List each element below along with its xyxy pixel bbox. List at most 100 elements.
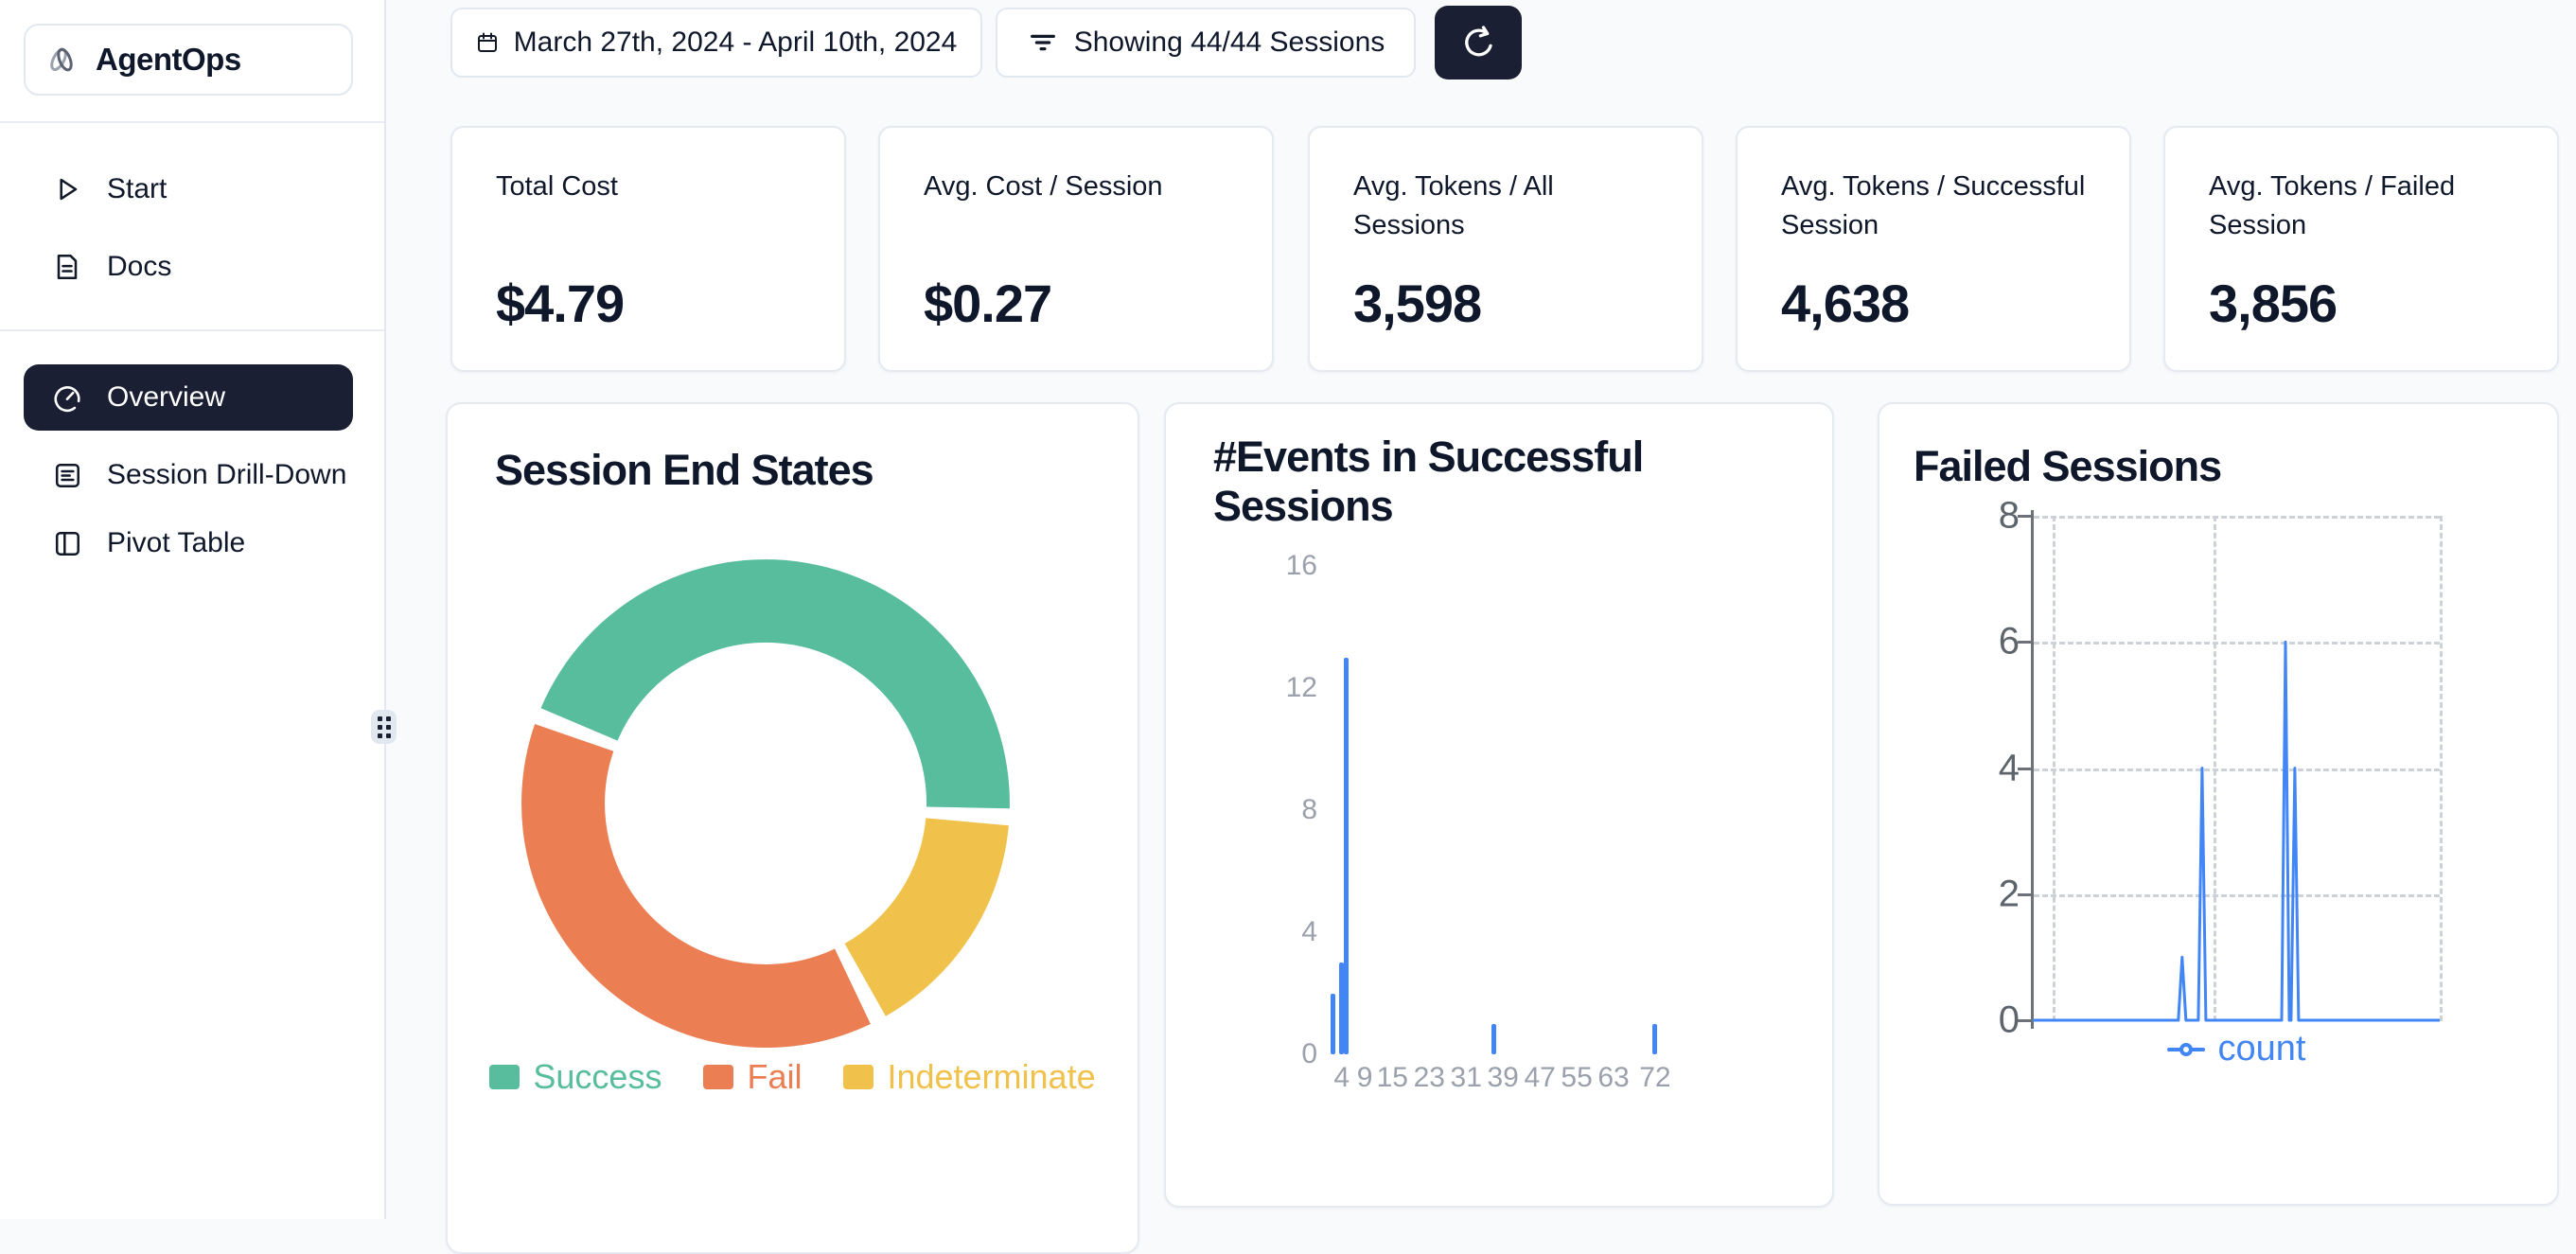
count-series-line bbox=[2033, 640, 2440, 1022]
x-tick-label: 47 bbox=[1524, 1062, 1556, 1093]
sidebar-item-label: Session Drill-Down bbox=[107, 459, 347, 490]
y-tick-mark bbox=[2018, 892, 2034, 896]
events-bar-chart: 0 4 8 12 16 4 9 15 23 31 39 47 55 63 72 bbox=[1166, 404, 1836, 1210]
failed-sessions-legend: count bbox=[2033, 1029, 2440, 1069]
y-tick-label: 6 bbox=[1998, 620, 2020, 662]
sidebar-item-label: Pivot Table bbox=[107, 527, 246, 558]
bar bbox=[1491, 1023, 1496, 1054]
donut-legend: Success Fail Indeterminate bbox=[448, 1057, 1138, 1097]
legend-item-indeterminate: Indeterminate bbox=[843, 1057, 1096, 1097]
h-gridline bbox=[2034, 642, 2440, 645]
y-tick-label: 16 bbox=[1285, 550, 1317, 581]
bar bbox=[1339, 963, 1345, 1054]
bar bbox=[1652, 1023, 1658, 1054]
y-tick-label: 0 bbox=[1301, 1038, 1317, 1069]
v-gridline bbox=[2053, 516, 2056, 1021]
app-name: AgentOps bbox=[96, 42, 241, 77]
stat-card-avg-tokens-successful: Avg. Tokens / Successful Session 4,638 bbox=[1736, 126, 2131, 372]
h-gridline bbox=[2034, 768, 2440, 771]
sidebar-layout-icon bbox=[50, 526, 84, 560]
legend-item-success: Success bbox=[489, 1057, 662, 1097]
legend-swatch bbox=[843, 1065, 874, 1089]
stat-value: 3,598 bbox=[1353, 274, 1482, 333]
y-tick-label: 12 bbox=[1285, 672, 1317, 703]
stat-value: $0.27 bbox=[924, 274, 1052, 333]
stat-label: Total Cost bbox=[496, 171, 618, 202]
legend-swatch bbox=[703, 1065, 734, 1089]
session-end-states-card: Session End States Success Fail Indeterm… bbox=[446, 402, 1139, 1254]
sidebar-divider bbox=[0, 121, 384, 123]
x-tick-label: 23 bbox=[1413, 1062, 1445, 1093]
x-tick-label: 72 bbox=[1639, 1062, 1671, 1093]
x-tick-label: 55 bbox=[1561, 1062, 1593, 1093]
sessions-filter-button[interactable]: Showing 44/44 Sessions bbox=[996, 8, 1416, 78]
failed-sessions-card: Failed Sessions 0 2 4 6 8 count bbox=[1878, 402, 2559, 1206]
events-in-successful-sessions-card: #Events in Successful Sessions 0 4 8 12 16 4 9… bbox=[1164, 402, 1834, 1208]
y-tick-mark bbox=[2018, 1019, 2034, 1022]
chart-title: Failed Sessions bbox=[1914, 442, 2222, 490]
sidebar-item-label: Start bbox=[107, 173, 168, 204]
x-tick-label: 15 bbox=[1376, 1062, 1408, 1093]
failed-sessions-line-chart: 0 2 4 6 8 bbox=[1879, 404, 2561, 1208]
x-tick-label: 63 bbox=[1597, 1062, 1630, 1093]
v-gridline bbox=[2440, 516, 2443, 1021]
sidebar-item-session-drill-down[interactable]: Session Drill-Down bbox=[24, 445, 353, 505]
stat-label: Avg. Tokens / Successful Session bbox=[1781, 171, 2086, 240]
y-tick-label: 8 bbox=[1301, 794, 1317, 825]
calendar-icon bbox=[476, 31, 499, 54]
stat-value: $4.79 bbox=[496, 274, 625, 333]
stat-label: Avg. Tokens / All Sessions bbox=[1353, 171, 1554, 240]
refresh-icon bbox=[1457, 22, 1499, 63]
h-gridline bbox=[2034, 893, 2440, 897]
docs-icon bbox=[50, 250, 84, 284]
h-gridline bbox=[2034, 516, 2440, 520]
session-end-states-donut-chart bbox=[521, 559, 1010, 1049]
paperclip-logo-icon bbox=[44, 43, 79, 77]
sidebar-divider bbox=[0, 329, 384, 331]
sidebar-resize-handle[interactable] bbox=[371, 710, 397, 744]
x-tick-label: 9 bbox=[1356, 1062, 1373, 1093]
legend-swatch bbox=[489, 1065, 520, 1089]
gauge-icon bbox=[50, 380, 84, 415]
chart-title: Session End States bbox=[495, 446, 874, 494]
stat-card-avg-cost-session: Avg. Cost / Session $0.27 bbox=[878, 126, 1274, 372]
y-tick-mark bbox=[2018, 767, 2034, 770]
sidebar-item-overview[interactable]: Overview bbox=[24, 364, 353, 431]
bar bbox=[1330, 993, 1335, 1054]
filter-icon bbox=[1027, 26, 1059, 59]
sessions-filter-label: Showing 44/44 Sessions bbox=[1073, 26, 1385, 58]
y-tick-mark bbox=[2018, 641, 2034, 645]
chart-title: #Events in Successful Sessions bbox=[1213, 433, 1644, 530]
bar bbox=[1344, 657, 1350, 1054]
legend-label: Fail bbox=[747, 1057, 803, 1096]
stat-card-avg-tokens-all: Avg. Tokens / All Sessions 3,598 bbox=[1308, 126, 1703, 372]
y-tick-label: 4 bbox=[1301, 916, 1317, 947]
sidebar-item-label: Overview bbox=[107, 381, 226, 413]
date-range-button[interactable]: March 27th, 2024 - April 10th, 2024 bbox=[450, 8, 982, 78]
legend-label: Success bbox=[533, 1057, 662, 1096]
date-range-label: March 27th, 2024 - April 10th, 2024 bbox=[513, 26, 958, 58]
y-tick-label: 2 bbox=[1998, 873, 2020, 915]
legend-label: count bbox=[2217, 1029, 2306, 1069]
app-logo[interactable]: AgentOps bbox=[24, 24, 353, 96]
stat-value: 3,856 bbox=[2209, 274, 2338, 333]
stat-card-total-cost: Total Cost $4.79 bbox=[450, 126, 846, 372]
stat-label: Avg. Cost / Session bbox=[924, 171, 1163, 202]
x-tick-label: 4 bbox=[1333, 1062, 1350, 1093]
y-tick-label: 0 bbox=[1998, 998, 2020, 1041]
x-tick-label: 39 bbox=[1487, 1062, 1519, 1093]
sidebar-item-start[interactable]: Start bbox=[24, 159, 353, 220]
refresh-button[interactable] bbox=[1435, 6, 1522, 79]
v-gridline bbox=[2213, 516, 2216, 1021]
sidebar-item-docs[interactable]: Docs bbox=[24, 237, 353, 297]
y-tick-mark bbox=[2018, 515, 2034, 519]
donut-slice-fail bbox=[521, 724, 871, 1049]
x-tick-label: 31 bbox=[1450, 1062, 1482, 1093]
stat-label: Avg. Tokens / Failed Session bbox=[2209, 171, 2456, 240]
sidebar-item-pivot-table[interactable]: Pivot Table bbox=[24, 513, 353, 574]
sidebar-item-label: Docs bbox=[107, 251, 172, 282]
sidebar: AgentOps Start Docs Overview bbox=[0, 0, 386, 1219]
legend-label: Indeterminate bbox=[887, 1057, 1096, 1096]
line-marker-icon bbox=[2166, 1042, 2205, 1057]
donut-slice-indeterminate bbox=[844, 818, 1009, 1016]
